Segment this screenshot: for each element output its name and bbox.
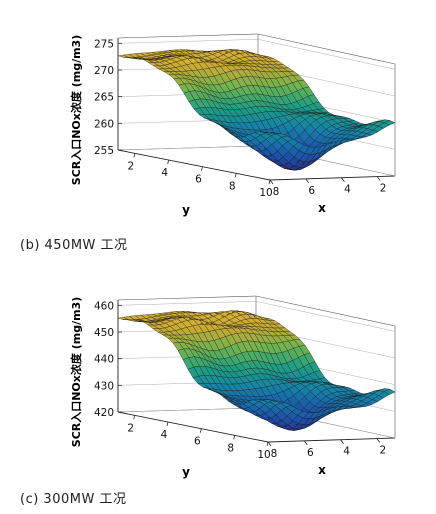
z-tick-label: 440 <box>94 354 114 366</box>
x-tick <box>376 438 381 443</box>
z-axis-label: SCR入口NOx浓度 (mg/m3) <box>69 297 83 447</box>
x-axis-label: x <box>318 201 326 215</box>
y-tick <box>133 415 136 420</box>
surface-mesh <box>117 310 396 431</box>
z-tick-label: 255 <box>94 145 114 157</box>
y-tick-label: 4 <box>161 167 168 179</box>
y-tick-label: 2 <box>128 160 135 172</box>
z-tick-label: 420 <box>94 407 114 419</box>
y-axis-line <box>117 411 269 443</box>
x-tick-label: 8 <box>271 448 278 460</box>
y-tick <box>133 153 136 158</box>
y-tick-label: 8 <box>229 180 236 192</box>
y-tick <box>234 173 237 178</box>
y-tick <box>201 166 203 171</box>
y-axis-label: y <box>182 203 190 217</box>
y-tick-label: 10 <box>259 187 272 199</box>
chart-panel-c: 420 430 440 450 460 2 4 6 8 10 2 4 6 8 y x SCR入口NOx浓度 (m… <box>0 262 436 514</box>
surface-facet <box>383 120 396 126</box>
y-tick-label: 10 <box>257 449 270 461</box>
x-tick-label: 2 <box>380 183 387 195</box>
x-tick-label: 2 <box>380 445 387 457</box>
z-tick-label: 260 <box>94 118 114 130</box>
grid-line <box>117 301 257 306</box>
grid-line <box>117 407 257 413</box>
chart-caption-b: (b) 450MW 工况 <box>20 238 128 253</box>
grid-line <box>117 39 259 44</box>
x-tick <box>305 178 310 184</box>
y-tick <box>167 159 170 165</box>
y-tick-label: 2 <box>127 422 134 434</box>
grid-line <box>257 39 396 70</box>
x-tick <box>341 177 345 182</box>
x-tick <box>376 176 381 181</box>
x-tick <box>269 179 274 185</box>
chart-caption-c: (c) 300MW 工况 <box>20 492 127 507</box>
box-edge <box>117 295 257 301</box>
x-tick-label: 6 <box>308 185 315 197</box>
y-tick <box>268 179 271 185</box>
grid-line <box>117 145 259 151</box>
z-tick-label: 430 <box>94 380 114 392</box>
y-tick-label: 6 <box>194 436 201 448</box>
y-tick <box>233 435 236 440</box>
z-tick-label: 270 <box>94 65 114 77</box>
z-tick-label: 450 <box>94 327 114 339</box>
x-axis-label: x <box>318 463 326 477</box>
z-tick-label: 460 <box>94 300 114 312</box>
z-axis-label: SCR入口NOx浓度 (mg/m3) <box>69 35 83 185</box>
y-tick-label: 8 <box>227 442 234 454</box>
x-axis-line <box>267 437 396 443</box>
x-tick-label: 4 <box>343 446 350 458</box>
z-tick-label: 265 <box>94 92 114 104</box>
x-axis-line <box>269 175 396 181</box>
y-tick <box>166 421 169 427</box>
x-tick-label: 8 <box>273 186 280 198</box>
box-edge <box>255 295 396 327</box>
x-tick <box>303 440 308 446</box>
x-tick-label: 6 <box>307 447 314 459</box>
y-tick-label: 6 <box>195 174 202 186</box>
y-tick <box>266 441 269 447</box>
grid-line <box>255 301 396 332</box>
y-tick-label: 4 <box>161 429 168 441</box>
y-axis-line <box>117 149 271 181</box>
x-tick <box>267 441 272 447</box>
box-edge <box>117 33 259 39</box>
surface-mesh <box>117 49 396 171</box>
chart-panel-b: 255 260 265 270 275 2 4 6 8 10 2 4 6 8 y x SCR入口NOx浓度 (m… <box>20 33 396 253</box>
box-edge <box>257 33 396 65</box>
x-tick <box>340 439 344 444</box>
z-tick-label: 275 <box>94 38 114 50</box>
y-tick <box>199 428 202 433</box>
y-axis-label: y <box>182 465 190 479</box>
x-tick-label: 4 <box>344 184 351 196</box>
surface-facet <box>383 389 396 395</box>
